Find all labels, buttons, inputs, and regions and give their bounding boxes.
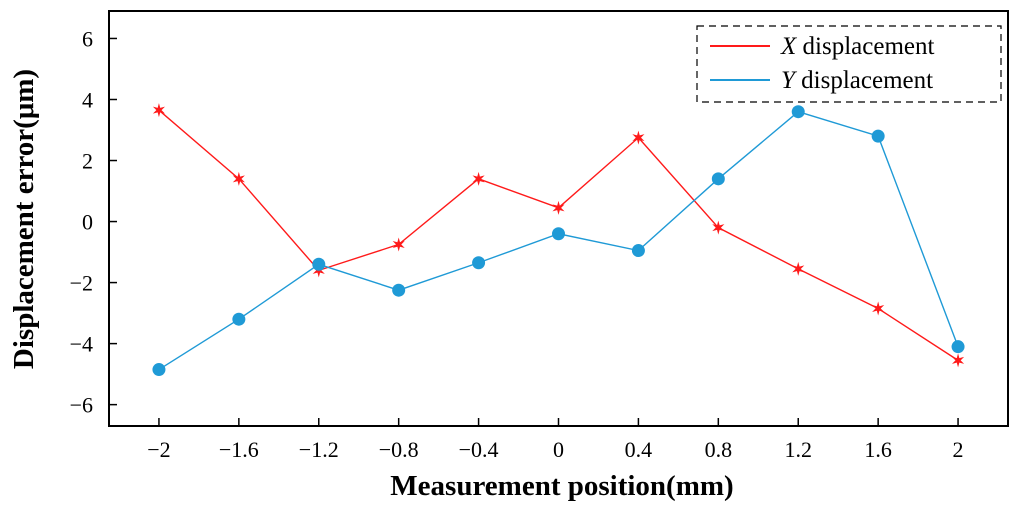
data-point-x-displacement xyxy=(152,103,166,118)
x-tick-label: −0.8 xyxy=(379,437,419,462)
data-point-x-displacement xyxy=(232,171,245,186)
data-point-x-displacement xyxy=(951,353,965,368)
data-point-y-displacement xyxy=(951,340,965,354)
data-point-y-displacement xyxy=(791,105,805,119)
y-tick-label: 2 xyxy=(82,149,93,174)
data-point-x-displacement xyxy=(392,237,405,252)
data-point-x-displacement xyxy=(792,261,805,276)
x-tick-label: 0.8 xyxy=(705,437,733,462)
x-tick-label: −1.6 xyxy=(219,437,259,462)
y-tick-label: 0 xyxy=(82,210,93,235)
x-axis-title: Measurement position(mm) xyxy=(390,470,733,502)
data-point-x-displacement xyxy=(872,301,885,316)
legend-label-x-displacement: X displacement xyxy=(780,33,934,60)
y-tick-label: −4 xyxy=(70,332,93,357)
data-point-x-displacement xyxy=(632,130,645,145)
data-point-x-displacement xyxy=(472,171,485,186)
x-tick-label: −2 xyxy=(147,437,170,462)
x-tick-label: −1.2 xyxy=(299,437,339,462)
data-point-x-displacement xyxy=(712,220,725,235)
y-tick-label: −6 xyxy=(70,393,93,418)
data-point-y-displacement xyxy=(152,363,166,377)
data-point-y-displacement xyxy=(232,312,246,326)
legend-box xyxy=(696,25,1002,103)
y-axis-title: Displacement error(μm) xyxy=(8,69,40,369)
data-point-y-displacement xyxy=(552,227,565,241)
data-point-y-displacement xyxy=(631,244,645,258)
x-tick-label: 0 xyxy=(553,437,564,462)
data-point-y-displacement xyxy=(312,257,326,271)
series-line-y-displacement xyxy=(158,110,959,371)
data-point-y-displacement xyxy=(871,129,885,143)
legend: X displacement Y displacement xyxy=(696,25,1002,103)
data-point-y-displacement xyxy=(472,256,486,270)
legend-label-y-displacement: Y displacement xyxy=(781,67,933,94)
y-tick-label: 4 xyxy=(82,87,93,112)
x-tick-label: 2 xyxy=(953,437,964,462)
x-tick-label: 1.6 xyxy=(864,437,892,462)
data-point-y-displacement xyxy=(711,172,725,186)
x-tick-label: −0.4 xyxy=(459,437,499,462)
x-tick-label: 1.2 xyxy=(784,437,812,462)
y-tick-label: 6 xyxy=(82,26,93,51)
y-tick-label: −2 xyxy=(70,271,93,296)
data-point-x-displacement xyxy=(552,200,565,215)
x-tick-label: 0.4 xyxy=(625,437,653,462)
data-point-y-displacement xyxy=(392,283,406,297)
